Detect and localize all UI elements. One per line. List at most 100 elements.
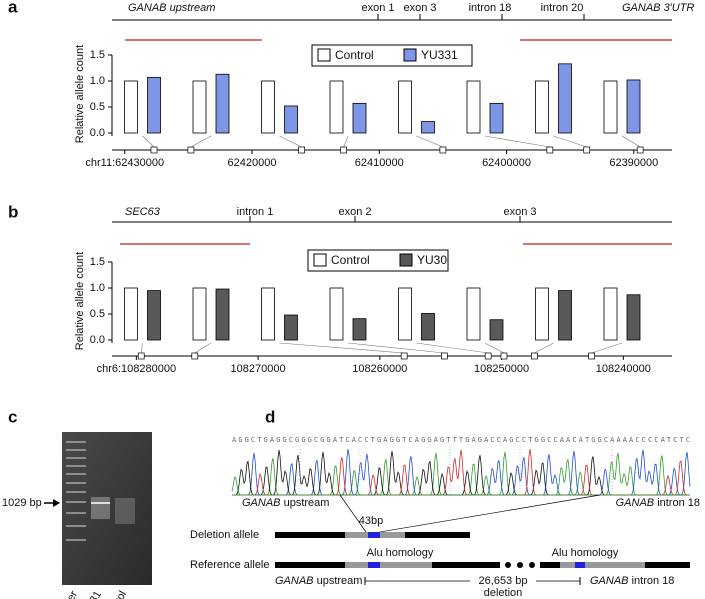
legend-swatch	[403, 48, 417, 62]
bar	[352, 318, 367, 341]
allele-segment	[585, 562, 645, 568]
probe-link	[591, 342, 623, 354]
bar	[261, 80, 275, 134]
bar	[329, 287, 344, 341]
bar	[352, 102, 367, 134]
legend-label: YU331	[421, 48, 458, 62]
allele-segment	[368, 532, 380, 538]
allele-label: Deletion allele	[190, 529, 259, 541]
panel-label: b	[8, 202, 18, 221]
bar	[535, 287, 549, 341]
probe	[440, 352, 448, 360]
x-tick-label: 108240000	[596, 363, 651, 375]
legend-label: Control	[331, 253, 370, 267]
gene-name: GANAB	[275, 575, 314, 587]
gene-name: GANAB	[590, 575, 629, 587]
bar	[284, 105, 298, 134]
bar	[626, 294, 641, 341]
lane-label: YU331	[77, 589, 104, 599]
bar	[124, 80, 138, 134]
probe	[500, 352, 508, 360]
probe-link	[343, 135, 349, 148]
y-axis-label: Relative allele count	[74, 45, 86, 143]
panel-label: c	[8, 407, 17, 426]
bar	[329, 80, 344, 134]
legend-swatch	[317, 48, 331, 62]
bar	[489, 102, 504, 134]
probe	[298, 146, 305, 154]
bar	[398, 80, 412, 134]
probe	[636, 146, 644, 154]
legend-box	[311, 44, 473, 67]
bar	[284, 314, 298, 341]
junction-line	[379, 494, 601, 533]
bar	[215, 288, 230, 341]
probe-link	[190, 135, 212, 148]
x-tick-label: chr11:62430000	[85, 157, 164, 169]
bar	[147, 76, 161, 134]
track-annotation: intron 20	[541, 2, 584, 14]
y-tick-label: 1.0	[90, 75, 105, 87]
bar	[558, 63, 572, 134]
probe	[137, 352, 145, 360]
x-tick-label: 108260000	[352, 363, 407, 375]
region-label: GANAB upstream	[242, 497, 329, 509]
y-tick-label: 1.5	[90, 256, 105, 268]
y-tick-label: 0.0	[90, 127, 105, 139]
allele-segment	[432, 562, 500, 568]
bar	[124, 287, 138, 341]
allele-label: Reference allele	[190, 559, 270, 571]
legend-swatch	[399, 253, 413, 267]
probe-link	[534, 342, 554, 354]
allele-segment	[380, 532, 405, 538]
probe	[191, 352, 199, 360]
probe	[531, 352, 538, 360]
region-name: intron 18	[657, 497, 700, 509]
probe-link	[553, 135, 587, 148]
x-tick-label: 108270000	[231, 363, 286, 375]
bar	[421, 121, 435, 134]
region-label: GANAB intron 18	[616, 497, 700, 509]
y-tick-label: 1.0	[90, 282, 105, 294]
panel-label: d	[265, 407, 275, 426]
chromatogram-trace	[231, 451, 690, 496]
y-tick-label: 0.5	[90, 101, 105, 113]
track-annotation: exon 1	[361, 2, 394, 14]
bar	[558, 290, 572, 341]
bar	[192, 80, 207, 134]
allele-segment	[368, 562, 380, 568]
ellipsis-dot	[517, 562, 523, 568]
bar	[147, 290, 161, 341]
probe-link	[140, 342, 143, 354]
homology-label: Alu homology	[552, 547, 619, 559]
bar	[626, 79, 641, 134]
deletion-size: 26,653 bp	[479, 575, 528, 587]
allele-segment	[275, 562, 345, 568]
probe-link	[484, 342, 505, 354]
x-tick-label: chr6:108280000	[97, 363, 177, 375]
y-tick-label: 0.0	[90, 334, 105, 346]
gel-smear	[115, 498, 135, 524]
probe	[150, 146, 158, 154]
probe	[588, 352, 596, 360]
allele-segment	[560, 562, 575, 568]
region-label: GANAB intron 18	[590, 575, 674, 587]
arrow-head	[53, 499, 60, 507]
probe	[340, 146, 347, 154]
track-annotation: GANAB 3′UTR	[622, 2, 694, 14]
track-annotation: intron 1	[237, 206, 274, 218]
track-annotation: GANAB upstream	[128, 2, 215, 14]
bar	[603, 287, 618, 341]
track-annotation: exon 3	[403, 2, 436, 14]
junction-label: 43bp	[359, 515, 383, 527]
lane-label: Control	[101, 589, 129, 599]
region-label: GANAB upstream	[275, 575, 362, 587]
allele-segment	[345, 562, 368, 568]
bar	[466, 80, 481, 134]
probe	[187, 146, 195, 154]
probe	[546, 146, 554, 154]
probe	[439, 146, 447, 154]
chromatogram-trace	[232, 449, 690, 496]
region-name: upstream	[317, 575, 363, 587]
ellipsis-dot	[529, 562, 535, 568]
